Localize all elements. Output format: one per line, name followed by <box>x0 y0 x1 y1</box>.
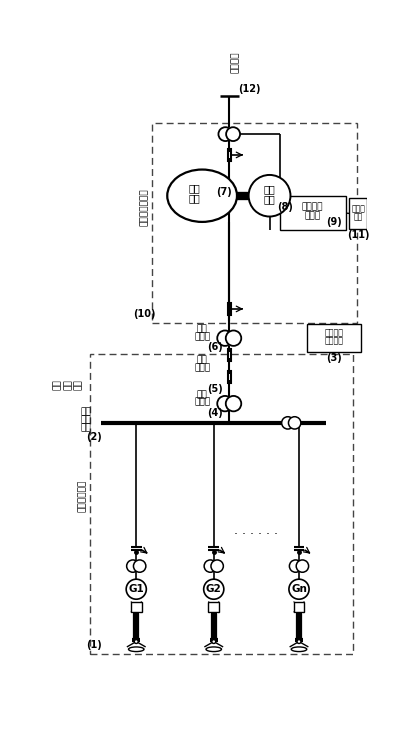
Text: (10): (10) <box>133 308 155 319</box>
Circle shape <box>296 560 308 572</box>
Circle shape <box>297 640 301 644</box>
Text: (6): (6) <box>207 342 223 353</box>
Text: (2): (2) <box>86 432 102 441</box>
Text: (9): (9) <box>326 217 341 226</box>
Text: (7): (7) <box>216 187 232 197</box>
Ellipse shape <box>291 647 307 651</box>
Circle shape <box>289 560 302 572</box>
Text: 直流电机: 直流电机 <box>302 202 323 211</box>
Text: G1: G1 <box>129 584 144 594</box>
Text: 电源: 电源 <box>354 213 363 222</box>
Ellipse shape <box>167 169 237 222</box>
Ellipse shape <box>129 647 144 651</box>
Text: 动态无功: 动态无功 <box>324 329 344 338</box>
Text: G2: G2 <box>206 584 222 594</box>
Text: 可变频率变压器: 可变频率变压器 <box>140 189 149 226</box>
Text: 笼型风电机群: 笼型风电机群 <box>78 480 86 512</box>
Text: 补偿装置: 补偿装置 <box>324 337 344 346</box>
Circle shape <box>217 330 233 346</box>
Bar <box>152 123 357 323</box>
Text: (11): (11) <box>347 230 370 240</box>
Text: · · · · · ·: · · · · · · <box>234 528 278 541</box>
Circle shape <box>211 560 223 572</box>
Text: 变压器: 变压器 <box>194 398 210 407</box>
Circle shape <box>248 175 290 217</box>
Circle shape <box>289 579 309 599</box>
Circle shape <box>288 417 301 429</box>
Text: 高压: 高压 <box>197 355 208 364</box>
Circle shape <box>282 417 294 429</box>
Text: (3): (3) <box>326 353 342 363</box>
Text: 升压: 升压 <box>197 390 208 399</box>
Text: 母线: 母线 <box>80 424 91 432</box>
Text: 直流: 直流 <box>264 184 275 195</box>
Text: 交流: 交流 <box>80 415 91 424</box>
Bar <box>307 324 361 352</box>
Bar <box>208 602 219 612</box>
Bar <box>349 198 367 229</box>
Circle shape <box>217 396 233 411</box>
Circle shape <box>134 640 138 644</box>
Text: (1): (1) <box>86 640 102 650</box>
Circle shape <box>204 560 217 572</box>
Circle shape <box>226 396 241 411</box>
Text: 电机: 电机 <box>188 193 200 203</box>
Text: 变频: 变频 <box>80 407 91 416</box>
Bar <box>131 602 142 612</box>
Circle shape <box>218 127 233 141</box>
Text: (12): (12) <box>239 84 261 95</box>
Text: 输电线: 输电线 <box>194 363 210 372</box>
Circle shape <box>226 330 241 346</box>
Ellipse shape <box>206 647 222 651</box>
Text: 变频
交流
母线: 变频 交流 母线 <box>53 379 83 390</box>
Text: 不间断: 不间断 <box>351 205 365 214</box>
Text: (8): (8) <box>277 202 293 211</box>
Text: 工频电网: 工频电网 <box>231 51 240 72</box>
Bar <box>279 196 346 230</box>
Text: (5): (5) <box>207 384 223 394</box>
Circle shape <box>204 579 224 599</box>
Text: (4): (4) <box>207 408 223 418</box>
Text: Gn: Gn <box>291 584 307 594</box>
Text: 降压: 降压 <box>197 324 208 333</box>
Circle shape <box>226 127 240 141</box>
Bar <box>90 353 353 654</box>
Text: 双馈: 双馈 <box>188 183 200 193</box>
Text: 电机: 电机 <box>264 195 275 205</box>
Text: 变压器: 变压器 <box>194 332 210 341</box>
Circle shape <box>126 579 146 599</box>
Circle shape <box>212 640 216 644</box>
Circle shape <box>133 560 146 572</box>
Bar <box>294 602 304 612</box>
Circle shape <box>126 560 139 572</box>
Text: 驱动器: 驱动器 <box>304 211 321 220</box>
